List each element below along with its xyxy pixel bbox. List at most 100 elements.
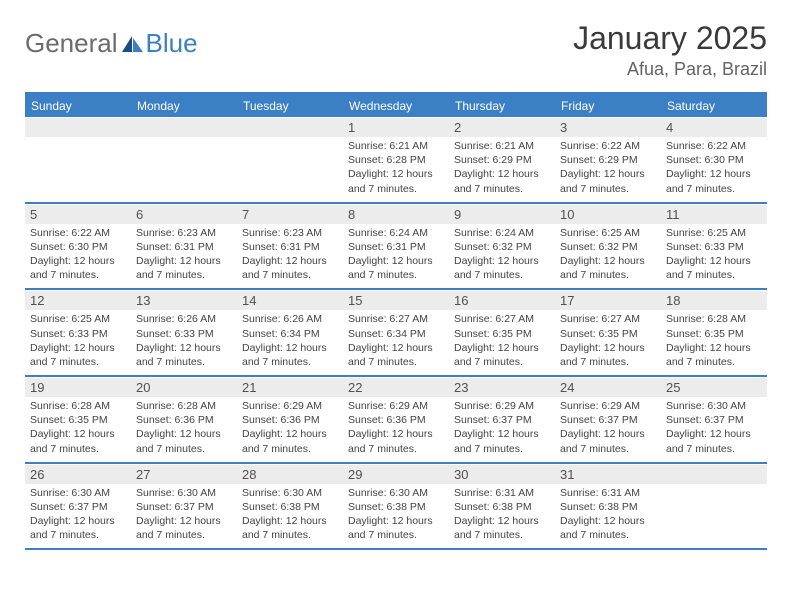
calendar-body: 1 Sunrise: 6:21 AMSunset: 6:28 PMDaylight… [25,117,767,550]
day-number: 19 [25,378,131,397]
sun-info-block: Sunrise: 6:30 AMSunset: 6:38 PMDaylight:… [242,486,338,543]
logo-sail-icon [122,35,144,53]
day-number: 31 [555,465,661,484]
calendar-day-cell: 6 Sunrise: 6:23 AMSunset: 6:31 PMDaylight… [131,204,237,289]
calendar-header-cell: Monday [131,95,237,117]
sun-info-block: Sunrise: 6:31 AMSunset: 6:38 PMDaylight:… [454,486,550,543]
calendar-header-cell: Sunday [25,95,131,117]
calendar-day-cell: 16 Sunrise: 6:27 AMSunset: 6:35 PMDayligh… [449,290,555,375]
calendar-day-cell: 28Sunrise: 6:30 AMSunset: 6:38 PMDayligh… [237,464,343,549]
calendar-day-cell [237,117,343,202]
calendar-day-cell: 5Sunrise: 6:22 AMSunset: 6:30 PMDaylight… [25,204,131,289]
day-number: 13 [131,291,237,310]
day-number: 7 [237,205,343,224]
sun-info-block: Sunrise: 6:24 AMSunset: 6:31 PMDaylight:… [348,226,444,283]
sun-info-block: Sunrise: 6:29 AMSunset: 6:36 PMDaylight:… [242,399,338,456]
empty-day-bar [25,118,131,137]
calendar-day-cell: 31 Sunrise: 6:31 AMSunset: 6:38 PMDayligh… [555,464,661,549]
calendar-day-cell: 14 Sunrise: 6:26 AMSunset: 6:34 PMDayligh… [237,290,343,375]
empty-day-bar [661,465,767,484]
sun-info-block: Sunrise: 6:25 AMSunset: 6:32 PMDaylight:… [560,226,656,283]
calendar-week-row: 1 Sunrise: 6:21 AMSunset: 6:28 PMDaylight… [25,117,767,204]
calendar-week-row: 12 Sunrise: 6:25 AMSunset: 6:33 PMDayligh… [25,290,767,377]
day-number: 14 [237,291,343,310]
day-number: 17 [555,291,661,310]
sun-info-block: Sunrise: 6:30 AMSunset: 6:37 PMDaylight:… [666,399,762,456]
day-number: 27 [131,465,237,484]
day-number: 18 [661,291,767,310]
calendar-day-cell [661,464,767,549]
sun-info-block: Sunrise: 6:30 AMSunset: 6:37 PMDaylight:… [30,486,126,543]
sun-info-block: Sunrise: 6:25 AMSunset: 6:33 PMDaylight:… [666,226,762,283]
sun-info-block: Sunrise: 6:30 AMSunset: 6:37 PMDaylight:… [136,486,232,543]
day-number: 10 [555,205,661,224]
day-number: 16 [449,291,555,310]
empty-day-bar [237,118,343,137]
sun-info-block: Sunrise: 6:31 AMSunset: 6:38 PMDaylight:… [560,486,656,543]
calendar-day-cell: 29 Sunrise: 6:30 AMSunset: 6:38 PMDayligh… [343,464,449,549]
day-number: 20 [131,378,237,397]
sun-info-block: Sunrise: 6:23 AMSunset: 6:31 PMDaylight:… [136,226,232,283]
calendar-day-cell: 19 Sunrise: 6:28 AMSunset: 6:35 PMDayligh… [25,377,131,462]
calendar-day-cell: 13Sunrise: 6:26 AMSunset: 6:33 PMDayligh… [131,290,237,375]
sun-info-block: Sunrise: 6:22 AMSunset: 6:30 PMDaylight:… [30,226,126,283]
calendar-header-cell: Saturday [661,95,767,117]
day-number: 26 [25,465,131,484]
sun-info-block: Sunrise: 6:21 AMSunset: 6:28 PMDaylight:… [348,139,444,196]
sun-info-block: Sunrise: 6:22 AMSunset: 6:29 PMDaylight:… [560,139,656,196]
day-number: 29 [343,465,449,484]
title-block: January 2025 Afua, Para, Brazil [573,20,767,80]
day-number: 6 [131,205,237,224]
calendar-day-cell: 27 Sunrise: 6:30 AMSunset: 6:37 PMDayligh… [131,464,237,549]
calendar-day-cell: 20Sunrise: 6:28 AMSunset: 6:36 PMDayligh… [131,377,237,462]
day-number: 12 [25,291,131,310]
day-number: 24 [555,378,661,397]
calendar-header-cell: Tuesday [237,95,343,117]
sun-info-block: Sunrise: 6:29 AMSunset: 6:37 PMDaylight:… [560,399,656,456]
sun-info-block: Sunrise: 6:24 AMSunset: 6:32 PMDaylight:… [454,226,550,283]
calendar-day-cell: 22 Sunrise: 6:29 AMSunset: 6:36 PMDayligh… [343,377,449,462]
sun-info-block: Sunrise: 6:30 AMSunset: 6:38 PMDaylight:… [348,486,444,543]
calendar-day-cell: 15 Sunrise: 6:27 AMSunset: 6:34 PMDayligh… [343,290,449,375]
calendar-header-cell: Friday [555,95,661,117]
sun-info-block: Sunrise: 6:27 AMSunset: 6:34 PMDaylight:… [348,312,444,369]
sun-info-block: Sunrise: 6:25 AMSunset: 6:33 PMDaylight:… [30,312,126,369]
calendar-day-cell [25,117,131,202]
calendar-day-cell: 25 Sunrise: 6:30 AMSunset: 6:37 PMDayligh… [661,377,767,462]
sun-info-block: Sunrise: 6:26 AMSunset: 6:34 PMDaylight:… [242,312,338,369]
calendar-table: SundayMondayTuesdayWednesdayThursdayFrid… [25,92,767,550]
calendar-week-row: 19 Sunrise: 6:28 AMSunset: 6:35 PMDayligh… [25,377,767,464]
calendar-day-cell: 8Sunrise: 6:24 AMSunset: 6:31 PMDaylight… [343,204,449,289]
calendar-day-cell: 10 Sunrise: 6:25 AMSunset: 6:32 PMDayligh… [555,204,661,289]
calendar-day-cell: 18Sunrise: 6:28 AMSunset: 6:35 PMDayligh… [661,290,767,375]
calendar-day-cell: 30Sunrise: 6:31 AMSunset: 6:38 PMDayligh… [449,464,555,549]
day-number: 1 [343,118,449,137]
calendar-day-cell: 26 Sunrise: 6:30 AMSunset: 6:37 PMDayligh… [25,464,131,549]
day-number: 15 [343,291,449,310]
calendar-day-cell: 12 Sunrise: 6:25 AMSunset: 6:33 PMDayligh… [25,290,131,375]
day-number: 4 [661,118,767,137]
logo-text-general: General [25,28,118,59]
calendar-day-cell: 1 Sunrise: 6:21 AMSunset: 6:28 PMDaylight… [343,117,449,202]
calendar-day-cell: 11 Sunrise: 6:25 AMSunset: 6:33 PMDayligh… [661,204,767,289]
sun-info-block: Sunrise: 6:28 AMSunset: 6:35 PMDaylight:… [30,399,126,456]
day-number: 21 [237,378,343,397]
sun-info-block: Sunrise: 6:27 AMSunset: 6:35 PMDaylight:… [454,312,550,369]
calendar-day-cell: 7 Sunrise: 6:23 AMSunset: 6:31 PMDaylight… [237,204,343,289]
calendar-day-cell: 9Sunrise: 6:24 AMSunset: 6:32 PMDaylight… [449,204,555,289]
day-number: 2 [449,118,555,137]
logo: General Blue [25,28,198,59]
calendar-day-cell: 24 Sunrise: 6:29 AMSunset: 6:37 PMDayligh… [555,377,661,462]
sun-info-block: Sunrise: 6:29 AMSunset: 6:36 PMDaylight:… [348,399,444,456]
calendar-week-row: 26 Sunrise: 6:30 AMSunset: 6:37 PMDayligh… [25,464,767,551]
location-subtitle: Afua, Para, Brazil [573,59,767,80]
sun-info-block: Sunrise: 6:27 AMSunset: 6:35 PMDaylight:… [560,312,656,369]
calendar-day-cell: 17 Sunrise: 6:27 AMSunset: 6:35 PMDayligh… [555,290,661,375]
day-number: 23 [449,378,555,397]
sun-info-block: Sunrise: 6:23 AMSunset: 6:31 PMDaylight:… [242,226,338,283]
calendar-header-row: SundayMondayTuesdayWednesdayThursdayFrid… [25,95,767,117]
day-number: 11 [661,205,767,224]
day-number: 22 [343,378,449,397]
sun-info-block: Sunrise: 6:22 AMSunset: 6:30 PMDaylight:… [666,139,762,196]
day-number: 25 [661,378,767,397]
